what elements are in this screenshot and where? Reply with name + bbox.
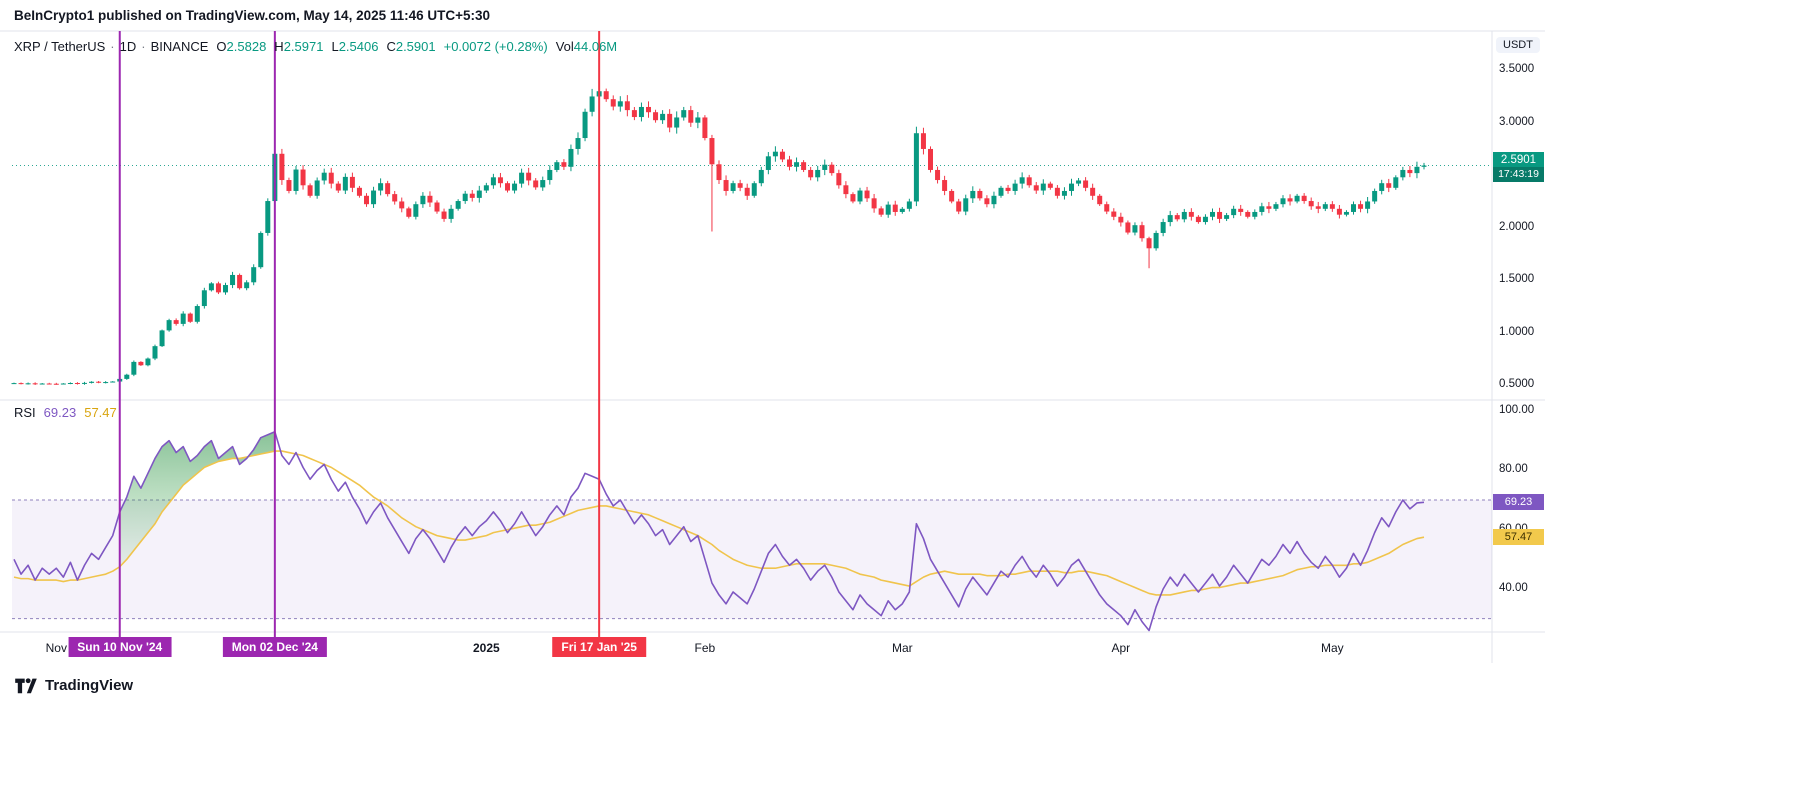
price-axis-tick: 3.0000 xyxy=(1499,115,1535,128)
price-axis-tick: 1.0000 xyxy=(1499,325,1535,338)
rsi-axis-tick: 100.00 xyxy=(1499,404,1535,416)
rsi-axis-tick: 80.00 xyxy=(1499,463,1528,476)
bar-countdown: 17:43:19 xyxy=(1493,166,1544,182)
axis-currency-toggle[interactable]: USDT xyxy=(1496,37,1540,53)
tradingview-icon xyxy=(15,678,37,694)
legend-open-label: O xyxy=(216,39,227,54)
time-axis-tick: Mar xyxy=(891,641,913,655)
time-axis-tick: Feb xyxy=(694,641,716,655)
rsi-axis-label: 69.23 xyxy=(1493,494,1544,511)
rsi-ma-legend-value: 57.47 xyxy=(84,405,117,420)
legend-close-value: 2.5901 xyxy=(395,39,436,54)
legend-interval[interactable]: 1D xyxy=(119,39,137,54)
publish-attribution: BeInCrypto1 published on TradingView.com… xyxy=(14,8,491,23)
time-axis-tick: Apr xyxy=(1111,641,1131,655)
event-date-label[interactable]: Mon 02 Dec '24 xyxy=(222,637,327,657)
time-axis-tick: Nov xyxy=(45,641,67,655)
legend-open-value: 2.5828 xyxy=(226,39,267,54)
rsi-title: RSI xyxy=(14,405,36,420)
event-date-label[interactable]: Fri 17 Jan '25 xyxy=(552,637,646,657)
legend-high-label: H xyxy=(274,39,284,54)
legend-volume-value: 44.06M xyxy=(573,39,618,54)
rsi-legend[interactable]: RSI 69.23 57.47 xyxy=(14,405,117,420)
last-price-label: 2.5901 17:43:19 xyxy=(1493,151,1544,182)
time-axis-tick: May xyxy=(1321,641,1344,655)
rsi-ma-axis-label: 57.47 xyxy=(1493,529,1544,546)
time-axis-tick: 2025 xyxy=(472,641,500,655)
legend-symbol[interactable]: XRP / TetherUS xyxy=(14,39,106,54)
price-axis-tick: 0.5000 xyxy=(1499,378,1535,390)
legend-low-value: 2.5406 xyxy=(338,39,379,54)
time-axis[interactable]: Nov 2025 Feb Mar Apr May Sun 10 Nov '24 Mon 02 … xyxy=(0,632,1545,663)
rsi-axis-tick: 40.00 xyxy=(1499,582,1528,594)
price-axis-tick: 3.5000 xyxy=(1499,63,1535,75)
price-axis-tick: 1.5000 xyxy=(1499,273,1535,285)
price-axis[interactable]: USDT 2.5901 17:43:19 69.23 57.47 3.5000 3… xyxy=(1492,31,1545,632)
legend-separator: · xyxy=(110,39,115,54)
legend-low-label: L xyxy=(331,39,339,54)
legend-high-value: 2.5971 xyxy=(283,39,324,54)
price-legend[interactable]: XRP / TetherUS · 1D · BINANCE O2.5828 H2.5971 L… xyxy=(14,39,617,54)
rsi-legend-value: 69.23 xyxy=(43,405,77,420)
tradingview-logo[interactable]: TradingView xyxy=(14,676,133,695)
legend-exchange[interactable]: BINANCE xyxy=(150,39,209,54)
tradingview-logo-text: TradingView xyxy=(45,677,134,694)
price-axis-tick: 2.0000 xyxy=(1499,220,1535,233)
legend-volume-label: Vol xyxy=(555,39,574,54)
legend-close-label: C xyxy=(386,39,396,54)
last-price-value: 2.5901 xyxy=(1493,151,1544,167)
event-date-label[interactable]: Sun 10 Nov '24 xyxy=(68,637,172,657)
legend-change: +0.0072 (+0.28%) xyxy=(443,39,548,54)
legend-separator: · xyxy=(141,39,146,54)
